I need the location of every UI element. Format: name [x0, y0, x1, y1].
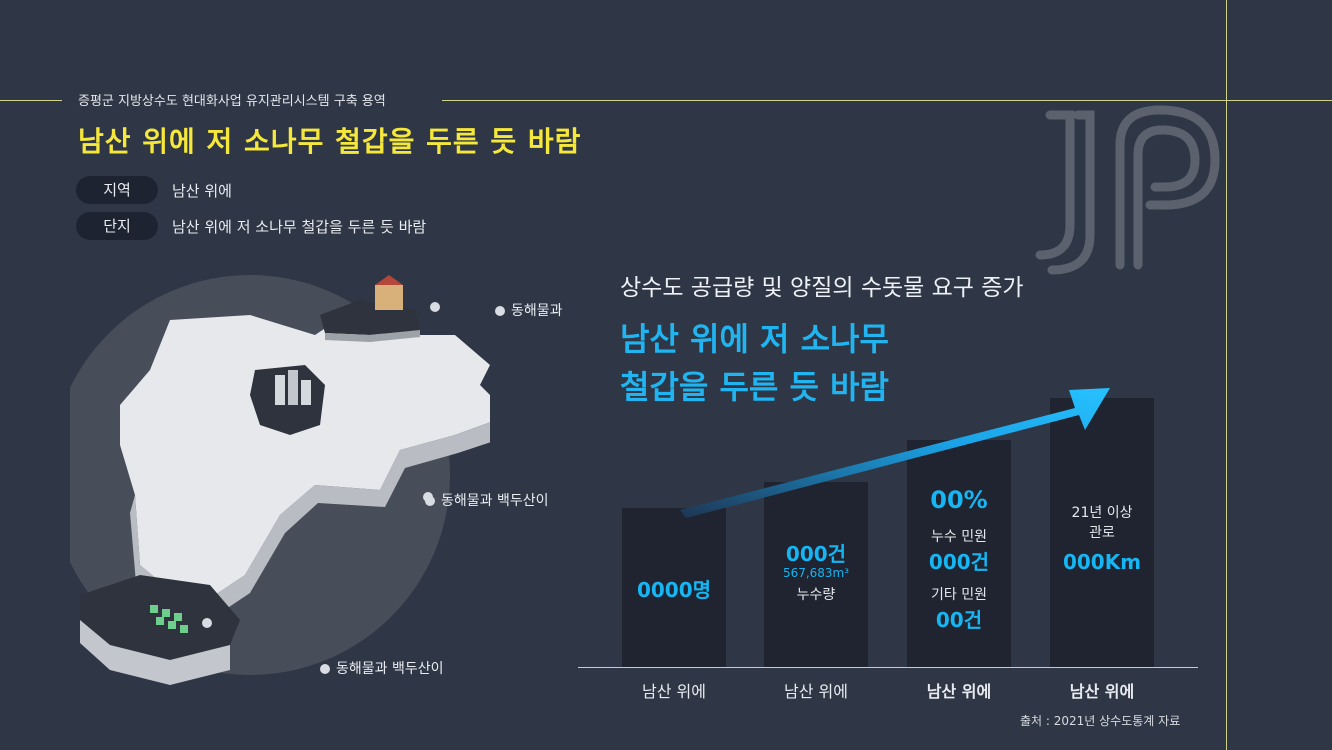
map-callout-bottom: 동해물과 백두산이 — [320, 658, 444, 678]
complex-tag: 단지 — [76, 212, 158, 240]
jp-logo-icon — [1035, 105, 1220, 275]
callout-dot-icon — [425, 496, 435, 506]
bar-3-value-1: 000건 — [928, 550, 990, 574]
header-rule-right — [442, 100, 1332, 101]
chart-baseline — [578, 667, 1198, 668]
x-label-4: 남산 위에 — [1069, 682, 1135, 701]
bar-4-label-1: 21년 이상 — [1071, 505, 1133, 521]
bar-2-caption: 누수량 — [796, 587, 836, 603]
map-callout-top: 동해물과 — [495, 300, 563, 320]
bar-3-label-2: 기타 민원 — [931, 587, 987, 603]
bar-2-volume: 567,683m³ — [782, 566, 850, 580]
project-subtitle: 증평군 지방상수도 현대화사업 유지관리시스템 구축 용역 — [78, 94, 386, 109]
bar-4-value: 000Km — [1062, 550, 1142, 574]
region-value: 남산 위에 — [172, 182, 232, 200]
x-label-2: 남산 위에 — [784, 682, 848, 701]
bar-3-label-1: 누수 민원 — [931, 529, 987, 545]
bar-3 — [907, 440, 1011, 668]
callout-dot-icon — [495, 306, 505, 316]
page-title: 남산 위에 저 소나무 철갑을 두른 듯 바람 — [78, 125, 582, 158]
bar-4-label-2: 관로 — [1089, 525, 1115, 541]
headline-line-2: 철갑을 두른 듯 바람 — [620, 368, 889, 406]
growth-arrow-icon — [680, 388, 1110, 518]
region-map-illustration — [70, 275, 490, 685]
callout-dot-icon — [320, 664, 330, 674]
x-label-1: 남산 위에 — [642, 682, 706, 701]
header-rule-left — [0, 100, 62, 101]
region-tag: 지역 — [76, 176, 158, 204]
bar-2-value: 000건 — [785, 542, 847, 566]
map-callout-middle: 동해물과 백두산이 — [425, 490, 549, 510]
complex-value: 남산 위에 저 소나무 철갑을 두른 듯 바람 — [172, 218, 427, 236]
bar-1-value: 0000명 — [636, 578, 712, 602]
bar-2 — [764, 482, 868, 668]
bar-3-percent: 00% — [930, 486, 988, 514]
bar-3-value-2: 00건 — [935, 608, 983, 632]
frame-vertical-line — [1226, 0, 1227, 750]
x-label-3: 남산 위에 — [926, 682, 992, 701]
source-note: 출처 : 2021년 상수도통계 자료 — [1020, 714, 1181, 728]
bar-4 — [1050, 398, 1154, 668]
headline-line-1: 남산 위에 저 소나무 — [620, 320, 889, 358]
bar-1 — [622, 508, 726, 668]
headline-subtitle: 상수도 공급량 및 양질의 수돗물 요구 증가 — [620, 275, 1024, 301]
